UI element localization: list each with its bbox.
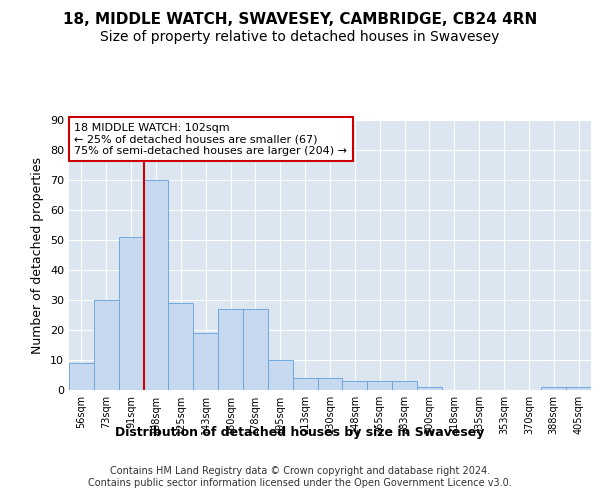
Bar: [293, 378, 317, 390]
Y-axis label: Number of detached properties: Number of detached properties: [31, 156, 44, 354]
Bar: [343, 381, 367, 390]
Bar: [268, 360, 293, 390]
Bar: [243, 309, 268, 390]
Bar: [541, 387, 566, 390]
Bar: [566, 387, 591, 390]
Bar: [392, 381, 417, 390]
Text: Contains HM Land Registry data © Crown copyright and database right 2024.
Contai: Contains HM Land Registry data © Crown c…: [88, 466, 512, 487]
Bar: [317, 378, 343, 390]
Bar: [169, 303, 193, 390]
Bar: [367, 381, 392, 390]
Bar: [94, 300, 119, 390]
Text: Size of property relative to detached houses in Swavesey: Size of property relative to detached ho…: [100, 30, 500, 44]
Bar: [218, 309, 243, 390]
Bar: [143, 180, 169, 390]
Bar: [119, 237, 143, 390]
Bar: [69, 363, 94, 390]
Text: Distribution of detached houses by size in Swavesey: Distribution of detached houses by size …: [115, 426, 485, 439]
Bar: [417, 387, 442, 390]
Bar: [193, 333, 218, 390]
Text: 18 MIDDLE WATCH: 102sqm
← 25% of detached houses are smaller (67)
75% of semi-de: 18 MIDDLE WATCH: 102sqm ← 25% of detache…: [74, 122, 347, 156]
Text: 18, MIDDLE WATCH, SWAVESEY, CAMBRIDGE, CB24 4RN: 18, MIDDLE WATCH, SWAVESEY, CAMBRIDGE, C…: [63, 12, 537, 28]
